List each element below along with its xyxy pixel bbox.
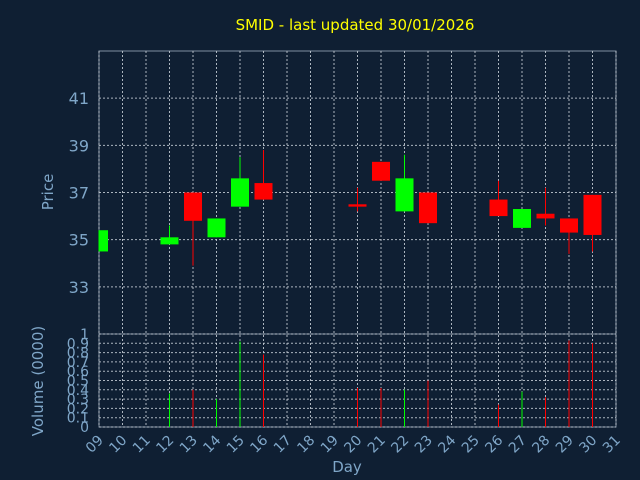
day-tick-label: 30 <box>576 433 600 457</box>
volume-tick-label: 0 <box>80 420 89 436</box>
volume-tick-label: 0.4 <box>67 383 89 399</box>
candle-body <box>348 204 367 207</box>
chart-title: SMID - last updated 30/01/2026 <box>236 16 475 34</box>
candle <box>98 230 108 252</box>
day-tick-label: 24 <box>435 432 459 456</box>
day-tick-label: 23 <box>412 433 436 457</box>
candle-body <box>419 192 437 224</box>
candle-body <box>395 178 414 212</box>
candle-body <box>372 161 390 181</box>
x-axis-label: Day <box>332 458 362 476</box>
volume-tick-label: 0.6 <box>67 364 89 380</box>
candle-body <box>583 194 602 235</box>
day-tick-label: 20 <box>341 433 365 457</box>
candle <box>348 187 367 212</box>
candle <box>207 218 226 238</box>
day-tick-label: 22 <box>388 433 412 457</box>
candle <box>254 150 273 200</box>
day-tick-label: 12 <box>153 433 177 457</box>
candle-body <box>160 237 179 245</box>
volume-tick-label: 1 <box>80 327 89 343</box>
price-ticks: 33 35 37 39 41 <box>69 89 89 297</box>
day-tick-label: 13 <box>177 433 201 457</box>
price-tick-label: 33 <box>69 278 89 297</box>
day-tick-label: 09 <box>83 433 107 457</box>
candle <box>395 154 414 212</box>
day-tick-label: 27 <box>506 433 530 457</box>
day-tick-label: 18 <box>294 433 318 457</box>
candle <box>489 180 508 217</box>
price-tick-label: 41 <box>69 89 89 108</box>
candle <box>560 218 578 254</box>
price-tick-label: 39 <box>69 136 89 155</box>
volume-tick-label: 0.1 <box>67 411 89 427</box>
volume-tick-label: 0.7 <box>67 355 89 371</box>
day-tick-label: 11 <box>130 433 154 457</box>
candle <box>513 209 531 228</box>
day-tick-label: 21 <box>365 433 389 457</box>
volume-axis-label: Volume (0000) <box>29 326 47 436</box>
day-tick-label: 25 <box>459 433 483 457</box>
candle-body <box>254 183 273 200</box>
candle <box>419 192 437 224</box>
day-tick-label: 28 <box>529 433 553 457</box>
volume-tick-label: 0.8 <box>67 346 89 362</box>
candles <box>98 150 602 266</box>
volume-bars <box>169 340 593 427</box>
price-tick-label: 35 <box>69 231 89 250</box>
day-tick-label: 19 <box>318 433 342 457</box>
day-tick-label: 26 <box>482 432 506 456</box>
candle <box>583 194 602 252</box>
price-tick-label: 37 <box>69 184 89 203</box>
volume-ticks: 00.10.20.30.40.50.60.70.80.91 <box>67 327 89 436</box>
candle <box>184 192 202 266</box>
candle-body <box>536 213 555 219</box>
day-ticks: 09 10 11 12 13 14 15 16 17 18 19 20 21 22 23 24 25 26 27 28… <box>83 432 624 456</box>
candle <box>160 225 179 245</box>
day-tick-label: 15 <box>224 433 248 457</box>
candle-body <box>560 218 578 233</box>
candle-body <box>99 230 108 252</box>
candle <box>372 161 390 181</box>
candle <box>231 157 249 207</box>
day-tick-label: 16 <box>247 432 271 456</box>
candle-body <box>489 199 508 217</box>
candle-body <box>184 192 202 221</box>
candle <box>536 187 555 226</box>
volume-tick-label: 0.5 <box>67 374 89 390</box>
day-tick-label: 10 <box>106 433 130 457</box>
day-tick-label: 14 <box>200 432 224 456</box>
volume-tick-label: 0.2 <box>67 401 89 417</box>
volume-tick-label: 0.9 <box>67 336 89 352</box>
candle-body <box>513 209 531 228</box>
candle-body <box>207 218 226 238</box>
volume-tick-label: 0.3 <box>67 392 89 408</box>
y-axis-label: Price <box>39 174 57 211</box>
candle-body <box>231 178 249 207</box>
day-tick-label: 17 <box>271 433 295 457</box>
day-tick-label: 29 <box>553 433 577 457</box>
day-tick-label: 31 <box>600 433 624 457</box>
